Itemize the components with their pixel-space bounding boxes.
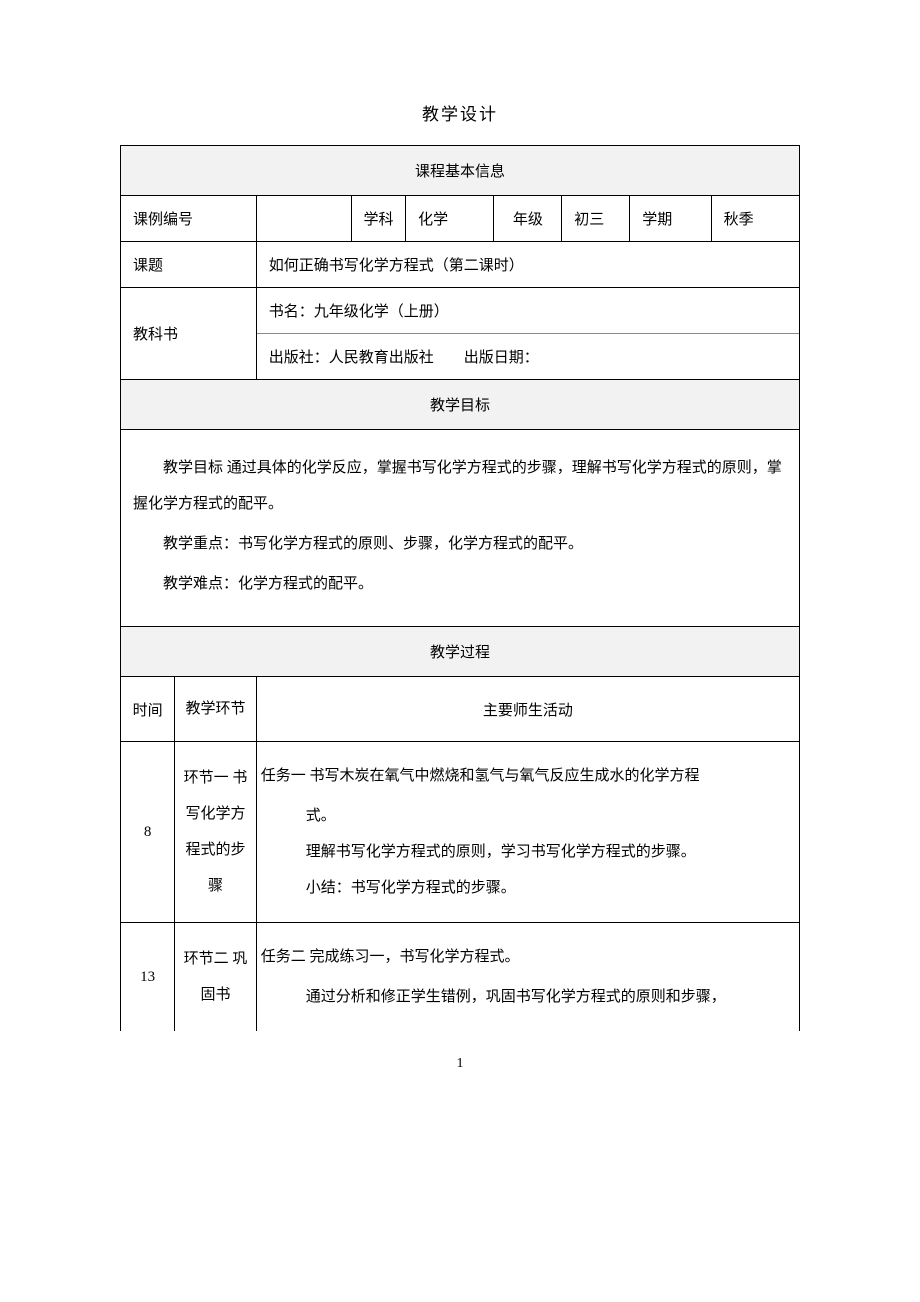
label-semester: 学期 xyxy=(630,196,711,242)
goals-p2: 教学重点：书写化学方程式的原则、步骤，化学方程式的配平。 xyxy=(133,526,787,562)
col-time: 时间 xyxy=(121,677,175,742)
value-topic: 如何正确书写化学方程式（第二课时） xyxy=(256,242,799,288)
row-goals: 教学目标 通过具体的化学反应，掌握书写化学方程式的步骤，理解书写化学方程式的原则… xyxy=(121,430,800,627)
process-2-l1: 任务二 完成练习一，书写化学方程式。 xyxy=(261,939,787,975)
row-process-cols: 时间 教学环节 主要师生活动 xyxy=(121,677,800,742)
page-title: 教学设计 xyxy=(120,100,800,125)
label-caseid: 课例编号 xyxy=(121,196,257,242)
row-caseid: 课例编号 学科 化学 年级 初三 学期 秋季 xyxy=(121,196,800,242)
process-2-l2: 通过分析和修正学生错例，巩固书写化学方程式的原则和步骤， xyxy=(261,979,787,1015)
process-header-row: 教学过程 xyxy=(121,627,800,677)
col-stage: 教学环节 xyxy=(175,677,256,742)
value-subject: 化学 xyxy=(406,196,494,242)
row-topic: 课题 如何正确书写化学方程式（第二课时） xyxy=(121,242,800,288)
process-1-stage: 环节一 书写化学方程式的步骤 xyxy=(175,742,256,923)
value-caseid xyxy=(256,196,351,242)
textbook-publisher: 出版社：人民教育出版社 出版日期： xyxy=(257,334,799,379)
row-textbook: 教科书 书名：九年级化学（上册） 出版社：人民教育出版社 出版日期： xyxy=(121,288,800,380)
label-grade: 年级 xyxy=(494,196,562,242)
process-1-activity: 任务一 书写木炭在氧气中燃烧和氢气与氧气反应生成水的化学方程 式。 理解书写化学… xyxy=(256,742,799,923)
label-subject: 学科 xyxy=(351,196,405,242)
process-2-activity: 任务二 完成练习一，书写化学方程式。 通过分析和修正学生错例，巩固书写化学方程式… xyxy=(256,923,799,1032)
label-topic: 课题 xyxy=(121,242,257,288)
goals-header-row: 教学目标 xyxy=(121,380,800,430)
process-row-2: 13 环节二 巩固书 任务二 完成练习一，书写化学方程式。 通过分析和修正学生错… xyxy=(121,923,800,1032)
value-textbook: 书名：九年级化学（上册） 出版社：人民教育出版社 出版日期： xyxy=(256,288,799,380)
process-header: 教学过程 xyxy=(121,627,800,677)
process-2-time: 13 xyxy=(121,923,175,1032)
process-2-stage: 环节二 巩固书 xyxy=(175,923,256,1032)
page-number: 1 xyxy=(120,1056,800,1072)
process-1-l3: 理解书写化学方程式的原则，学习书写化学方程式的步骤。 xyxy=(261,834,787,870)
value-grade: 初三 xyxy=(562,196,630,242)
process-row-1: 8 环节一 书写化学方程式的步骤 任务一 书写木炭在氧气中燃烧和氢气与氧气反应生… xyxy=(121,742,800,923)
label-textbook: 教科书 xyxy=(121,288,257,380)
process-1-l2: 式。 xyxy=(261,798,787,834)
goals-p1: 教学目标 通过具体的化学反应，掌握书写化学方程式的步骤，理解书写化学方程式的原则… xyxy=(133,450,787,522)
goals-header: 教学目标 xyxy=(121,380,800,430)
textbook-bookname: 书名：九年级化学（上册） xyxy=(257,288,799,334)
basic-info-header: 课程基本信息 xyxy=(121,146,800,196)
process-1-l4: 小结：书写化学方程式的步骤。 xyxy=(261,870,787,906)
basic-info-header-row: 课程基本信息 xyxy=(121,146,800,196)
goals-p3: 教学难点：化学方程式的配平。 xyxy=(133,566,787,602)
col-activity: 主要师生活动 xyxy=(256,677,799,742)
lesson-plan-table: 课程基本信息 课例编号 学科 化学 年级 初三 学期 秋季 课题 如何正确书写化… xyxy=(120,145,800,1031)
goals-content: 教学目标 通过具体的化学反应，掌握书写化学方程式的步骤，理解书写化学方程式的原则… xyxy=(121,430,800,627)
process-1-time: 8 xyxy=(121,742,175,923)
process-1-l1: 任务一 书写木炭在氧气中燃烧和氢气与氧气反应生成水的化学方程 xyxy=(261,758,787,794)
value-semester: 秋季 xyxy=(711,196,799,242)
